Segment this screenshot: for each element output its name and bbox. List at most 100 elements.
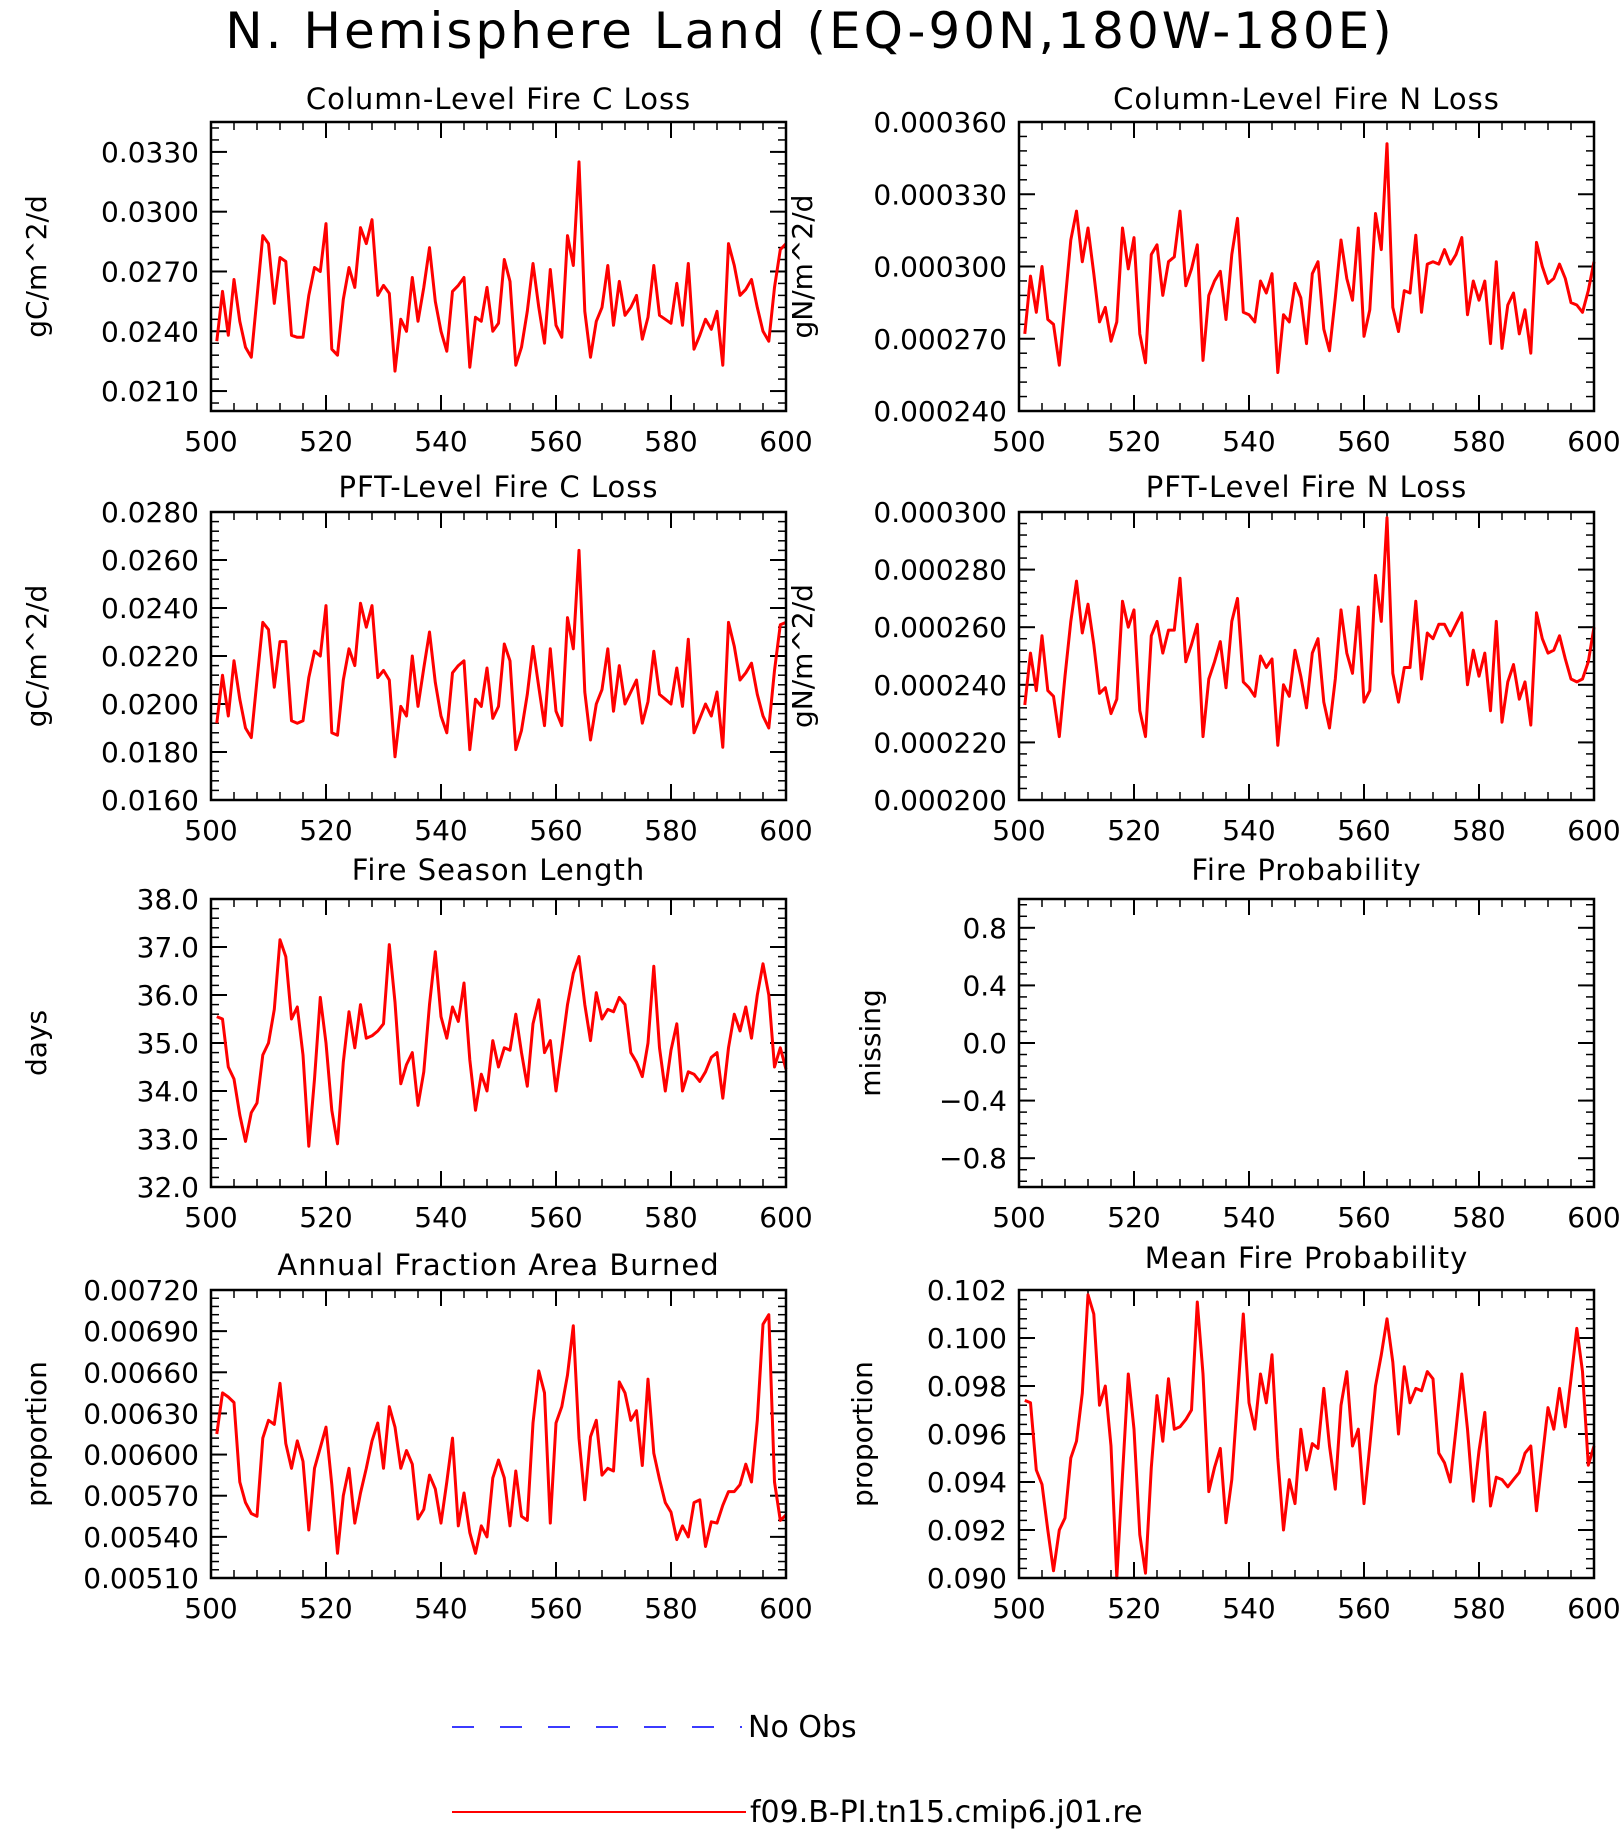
x-tick-label: 600 (1567, 1592, 1620, 1625)
x-tick-label: 500 (184, 425, 237, 458)
y-tick-label: 0.00510 (83, 1562, 199, 1595)
y-axis-label: gC/m^2/d (20, 195, 53, 338)
x-tick-label: 580 (1452, 1592, 1505, 1625)
x-tick-label: 600 (759, 814, 812, 847)
x-tick-label: 520 (1107, 1201, 1160, 1234)
x-tick-label: 560 (1337, 1201, 1390, 1234)
y-tick-label: 0.0240 (101, 315, 199, 348)
y-tick-label: 0.000240 (873, 669, 1007, 702)
panels: 500 520 540 560 580 6000.02100.02400.02700.03… (20, 82, 1620, 1625)
y-tick-label: 33.0 (137, 1123, 199, 1156)
y-tick-label: 0.000280 (873, 554, 1007, 587)
y-axis-label: proportion (846, 1361, 879, 1507)
x-tick-label: 520 (1107, 425, 1160, 458)
x-tick-label: 520 (299, 1592, 352, 1625)
x-tick-label: 560 (529, 1592, 582, 1625)
y-tick-label: 0.4 (962, 969, 1007, 1002)
y-tick-label: 37.0 (137, 931, 199, 964)
y-tick-label: 0.0260 (101, 544, 199, 577)
panel-7: 500 520 540 560 580 600 0.00510 0.00540 0.00570 0… (20, 1248, 813, 1625)
panel-3: 500 520 540 560 580 600 0.0160 0.0180 0.0200 0.02… (20, 470, 813, 847)
x-tick-label: 540 (1222, 814, 1275, 847)
x-tick-label: 600 (759, 425, 812, 458)
x-tick-label: 500 (992, 814, 1045, 847)
panel-title: PFT-Level Fire C Loss (339, 470, 659, 504)
x-tick-label: 580 (644, 425, 697, 458)
y-tick-label: 0.00600 (83, 1439, 199, 1472)
plot-frame (1017, 897, 1596, 1189)
series-line-model (215, 160, 788, 373)
x-tick-label: 540 (1222, 425, 1275, 458)
y-axis-label: missing (854, 989, 887, 1097)
y-tick-label: 32.0 (137, 1171, 199, 1204)
x-tick-label: 560 (1337, 1592, 1390, 1625)
panel-title: PFT-Level Fire N Loss (1146, 470, 1467, 504)
x-tick-label: 520 (299, 814, 352, 847)
x-tick-label: 500 (184, 814, 237, 847)
y-axis-label: days (20, 1010, 53, 1076)
panel-title: Column-Level Fire C Loss (306, 82, 691, 116)
y-tick-label: 0.00630 (83, 1397, 199, 1430)
panel-2: 500 520 540 560 580 600 0.000240 0.000270 0.0003… (786, 82, 1620, 458)
x-tick-label: 560 (529, 425, 582, 458)
y-tick-label: 35.0 (137, 1027, 199, 1060)
x-tick-label: 500 (992, 425, 1045, 458)
x-tick-label: 540 (1222, 1201, 1275, 1234)
y-tick-label: 0.0330 (101, 136, 199, 169)
x-tick-label: 580 (1452, 814, 1505, 847)
y-tick-label: 0.0180 (101, 736, 199, 769)
series-line-model (1024, 1293, 1596, 1580)
series-line-model (216, 938, 788, 1148)
y-tick-label: 0.00540 (83, 1521, 199, 1554)
x-tick-label: 600 (1567, 425, 1620, 458)
y-tick-label: 0.00570 (83, 1480, 199, 1513)
y-tick-label: 0.00690 (83, 1315, 199, 1348)
y-tick-label: 34.0 (137, 1075, 199, 1108)
y-tick-label: 0.0210 (101, 375, 199, 408)
plot-frame (209, 897, 788, 1189)
x-tick-label: 520 (299, 425, 352, 458)
panel-4: 500 520 540 560 580 600 0.000200 0.000220 0.0002… (786, 470, 1620, 847)
y-axis-label: gN/m^2/d (786, 584, 819, 728)
page-title: N. Hemisphere Land (EQ-90N,180W-180E) (225, 2, 1395, 60)
x-tick-label: 500 (184, 1201, 237, 1234)
y-tick-label: 0.0220 (101, 640, 199, 673)
legend-model-label: f09.B-PI.tn15.cmip6.j01.re (750, 1795, 1143, 1829)
y-tick-label: −0.4 (939, 1085, 1007, 1118)
y-tick-label: 0.000300 (873, 496, 1007, 529)
x-tick-label: 600 (759, 1592, 812, 1625)
x-tick-label: 580 (644, 814, 697, 847)
legend-obs-label: No Obs (748, 1710, 857, 1745)
y-tick-label: −0.8 (939, 1142, 1007, 1175)
plot-frame (209, 1288, 788, 1580)
y-tick-label: 36.0 (137, 979, 199, 1012)
y-tick-label: 0.092 (927, 1514, 1007, 1547)
y-tick-label: 0.000270 (873, 323, 1007, 356)
legend: No Obs f09.B-PI.tn15.cmip6.j01.re (452, 1710, 1143, 1830)
y-tick-label: 0.096 (927, 1418, 1007, 1451)
x-tick-label: 600 (759, 1201, 812, 1234)
x-tick-label: 560 (529, 814, 582, 847)
y-axis-label: gN/m^2/d (786, 195, 819, 339)
panel-5: 500 520 540 560 580 600 32.0 33.0 34.0 35.0 36.0 37… (20, 853, 813, 1234)
y-tick-label: 0.000360 (873, 106, 1007, 139)
y-tick-label: 0.00720 (83, 1274, 199, 1307)
y-axis-label: gC/m^2/d (20, 585, 53, 728)
y-tick-label: 0.098 (927, 1370, 1007, 1403)
y-axis-label: proportion (20, 1361, 53, 1507)
x-tick-label: 600 (1567, 1201, 1620, 1234)
y-tick-label: 0.0200 (101, 688, 199, 721)
x-tick-label: 580 (1452, 1201, 1505, 1234)
x-tick-label: 520 (299, 1201, 352, 1234)
plot-frame (1017, 1288, 1596, 1580)
x-tick-label: 560 (1337, 425, 1390, 458)
panel-6: 500 520 540 560 580 600 −0.8 −0.4 0.0 0.4 0.8 Fire … (854, 853, 1620, 1234)
series-line-model (215, 1313, 788, 1555)
plot-frame (209, 120, 788, 413)
y-tick-label: 0.102 (927, 1274, 1007, 1307)
y-tick-label: 38.0 (137, 883, 199, 916)
x-tick-label: 540 (414, 814, 467, 847)
y-tick-label: 0.000220 (873, 726, 1007, 759)
